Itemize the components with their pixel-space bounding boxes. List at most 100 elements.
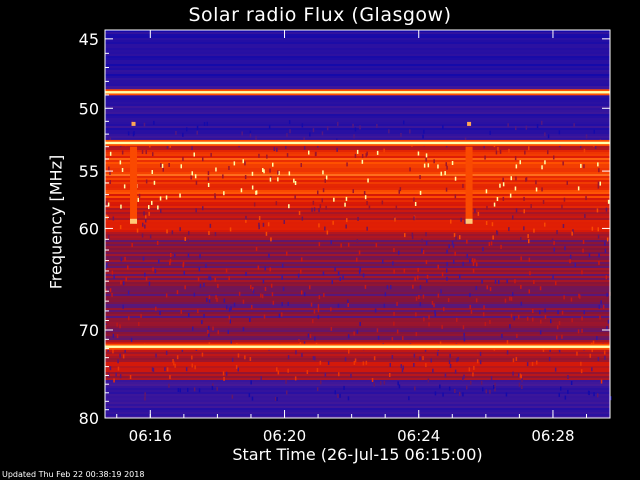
heatmap-cell [436,351,439,356]
heatmap-cell [475,298,478,303]
heatmap-cell [348,349,350,354]
heatmap-cell [512,292,514,297]
heatmap-cell [455,236,457,241]
heatmap-cell [277,170,279,175]
spectrogram-heatmap [105,30,612,418]
heatmap-cell [124,348,126,353]
heatmap-row [105,334,610,336]
heatmap-cell [394,217,396,222]
heatmap-cell [270,283,273,288]
heatmap-cell [443,307,445,312]
heatmap-cell [194,365,196,370]
heatmap-cell [240,188,243,193]
heatmap-cell [309,132,311,137]
heatmap-cell [216,386,218,391]
heatmap-row [105,44,610,46]
heatmap-cell [160,209,162,213]
heatmap-cell [253,202,256,207]
heatmap-cell [524,150,526,155]
heatmap-row [105,60,610,62]
heatmap-cell [318,208,320,213]
heatmap-cell [384,292,387,297]
heatmap-cell [432,368,434,373]
heatmap-cell [262,279,265,284]
heatmap-cell [523,226,525,231]
heatmap-cell [307,333,310,338]
heatmap-cell [153,120,155,125]
heatmap-cell [453,233,456,238]
heatmap-cell [362,273,365,278]
heatmap-cell [486,285,488,290]
heatmap-cell [442,125,444,130]
heatmap-cell [373,382,375,387]
heatmap-cell [448,386,451,391]
heatmap-cell [425,363,427,368]
heatmap-cell [430,358,432,363]
heatmap-cell [138,322,140,326]
heatmap-cell [493,202,496,207]
heatmap-cell [193,387,196,392]
bright-band-core [105,141,610,145]
heatmap-row [105,226,610,228]
heatmap-cell [533,228,535,233]
heatmap-cell [347,299,349,304]
heatmap-row [105,194,610,196]
heatmap-cell [563,197,566,202]
heatmap-row [105,254,610,256]
heatmap-cell [209,223,212,228]
heatmap-cell [192,326,194,331]
heatmap-cell [434,391,437,396]
heatmap-cell [245,272,247,276]
heatmap-cell [402,336,404,341]
heatmap-cell [332,220,334,225]
heatmap-cell [210,152,212,157]
y-axis: 45 50 55 60 70 80 [79,30,610,428]
heatmap-row [105,200,610,202]
heatmap-cell [122,354,125,359]
heatmap-cell [248,393,251,398]
heatmap-row [105,118,610,120]
heatmap-cell [312,356,315,360]
heatmap-cell [245,215,247,220]
heatmap-cell [359,125,361,130]
heatmap-cell [187,239,189,244]
heatmap-cell [334,267,336,272]
heatmap-row [105,58,610,60]
heatmap-row [105,256,610,258]
heatmap-cell [149,234,152,239]
heatmap-cell [158,259,160,264]
heatmap-row [105,288,610,290]
heatmap-cell [344,357,347,362]
heatmap-cell [264,266,266,271]
heatmap-row [105,202,610,204]
heatmap-cell [170,253,172,257]
heatmap-cell [119,353,121,358]
heatmap-row [105,68,610,70]
x-tick-label: 06:16 [129,427,172,445]
heatmap-cell [325,205,327,210]
heatmap-cell [107,202,110,207]
heatmap-cell [515,176,517,181]
heatmap-cell [255,190,257,195]
heatmap-cell [164,367,166,372]
heatmap-cell [258,153,260,158]
heatmap-cell [124,256,126,261]
heatmap-cell [597,162,599,167]
heatmap-cell [159,311,161,315]
heatmap-row [105,64,610,66]
heatmap-cell [367,178,369,183]
heatmap-cell [166,229,168,234]
heatmap-cell [558,130,561,135]
heatmap-cell [350,373,352,378]
heatmap-cell [312,200,315,205]
heatmap-cell [547,134,550,139]
heatmap-cell [121,168,124,172]
heatmap-cell [157,205,159,210]
heatmap-cell [255,246,258,251]
heatmap-cell [228,166,230,170]
heatmap-cell [549,348,551,352]
heatmap-row [105,100,610,102]
y-tick-label: 80 [79,409,99,428]
heatmap-cell [195,180,198,185]
heatmap-cell [168,163,170,167]
